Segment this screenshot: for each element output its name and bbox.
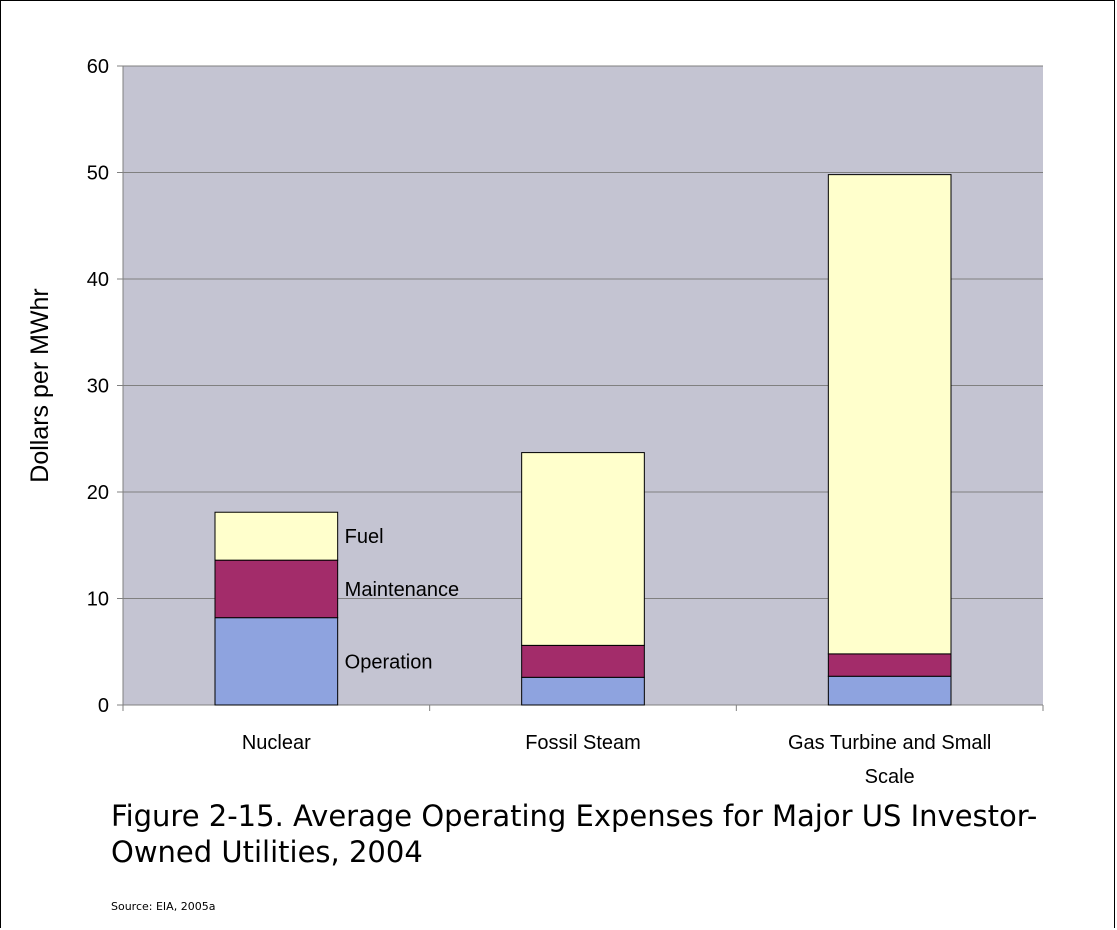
series-label-operation: Operation <box>345 651 433 673</box>
source-note: Source: EIA, 2005a <box>111 900 216 913</box>
y-tick-label: 40 <box>87 269 109 291</box>
bar-segment-operation <box>827 675 952 706</box>
bar-segment-fuel <box>521 452 645 646</box>
bar-segment-operation <box>521 676 645 706</box>
x-category-label: Scale <box>865 766 915 788</box>
y-axis-label: Dollars per MWhr <box>26 288 54 482</box>
y-tick-label: 50 <box>87 163 109 185</box>
stacked-bar-chart: 0 10 20 30 40 50 60 Dollars per MWhr Nuclear Foss… <box>26 56 1044 788</box>
bar-segment-maintenance <box>521 644 645 678</box>
bar-segment-fuel <box>214 511 339 561</box>
bar-segment-fuel <box>827 174 952 655</box>
x-category-label: Gas Turbine and Small <box>788 732 991 754</box>
y-tick-label: 10 <box>87 589 109 611</box>
y-tick-label: 60 <box>87 56 109 78</box>
y-tick-label: 20 <box>87 482 109 504</box>
figure-caption: Figure 2-15. Average Operating Expenses … <box>111 799 1038 869</box>
x-category-label: Fossil Steam <box>525 732 641 754</box>
series-label-maintenance: Maintenance <box>345 579 460 601</box>
bar-segment-maintenance <box>827 653 952 677</box>
x-category-label: Nuclear <box>242 732 311 754</box>
bar-segment-maintenance <box>214 559 339 619</box>
bar-segment-operation <box>214 617 339 706</box>
y-tick-label: 30 <box>87 376 109 398</box>
series-label-fuel: Fuel <box>345 526 384 548</box>
y-tick-label: 0 <box>98 695 109 717</box>
